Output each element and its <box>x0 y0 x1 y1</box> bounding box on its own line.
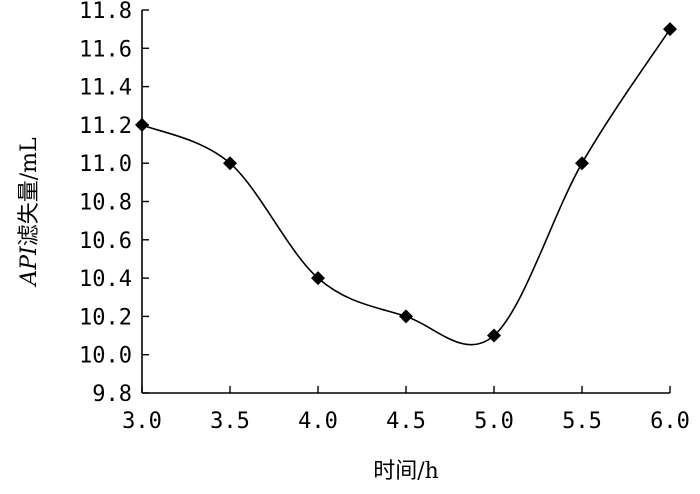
data-point-marker <box>399 309 413 324</box>
x-axis-title: 时间/h <box>373 459 439 484</box>
x-tick-label: 3.5 <box>210 409 250 434</box>
data-point-marker <box>223 156 237 171</box>
y-ticks: 9.8 10.0 10.2 10.4 10.6 10.8 11.0 11.2 11.4 11.6 1… <box>79 0 149 407</box>
y-tick-label: 10.2 <box>79 305 132 330</box>
y-tick-label: 11.0 <box>79 152 132 177</box>
series <box>135 22 677 346</box>
y-tick-label: 9.8 <box>92 382 132 407</box>
y-axis-title: API滤失量/mL <box>17 137 42 288</box>
data-point-marker <box>487 328 501 343</box>
x-tick-label: 4.5 <box>386 409 426 434</box>
data-point-marker <box>311 271 325 286</box>
x-tick-label: 5.5 <box>562 409 602 434</box>
data-point-marker <box>663 22 677 37</box>
y-tick-label: 11.2 <box>79 114 132 139</box>
x-tick-label: 6.0 <box>650 409 690 434</box>
y-tick-label: 11.6 <box>79 37 132 62</box>
y-tick-label: 11.4 <box>79 76 132 101</box>
y-tick-label: 10.6 <box>79 229 132 254</box>
series-line <box>141 28 671 346</box>
y-tick-label: 11.8 <box>79 0 132 24</box>
x-tick-label: 3.0 <box>122 409 162 434</box>
y-tick-label: 10.0 <box>79 344 132 369</box>
x-ticks: 3.0 3.5 4.0 4.5 5.0 5.5 6.0 <box>122 386 690 434</box>
y-tick-label: 10.4 <box>79 267 132 292</box>
axes <box>141 10 670 394</box>
data-point-marker <box>575 156 589 171</box>
y-tick-label: 10.8 <box>79 191 132 216</box>
x-tick-label: 4.0 <box>298 409 338 434</box>
data-point-marker <box>135 117 149 132</box>
x-tick-label: 5.0 <box>474 409 514 434</box>
